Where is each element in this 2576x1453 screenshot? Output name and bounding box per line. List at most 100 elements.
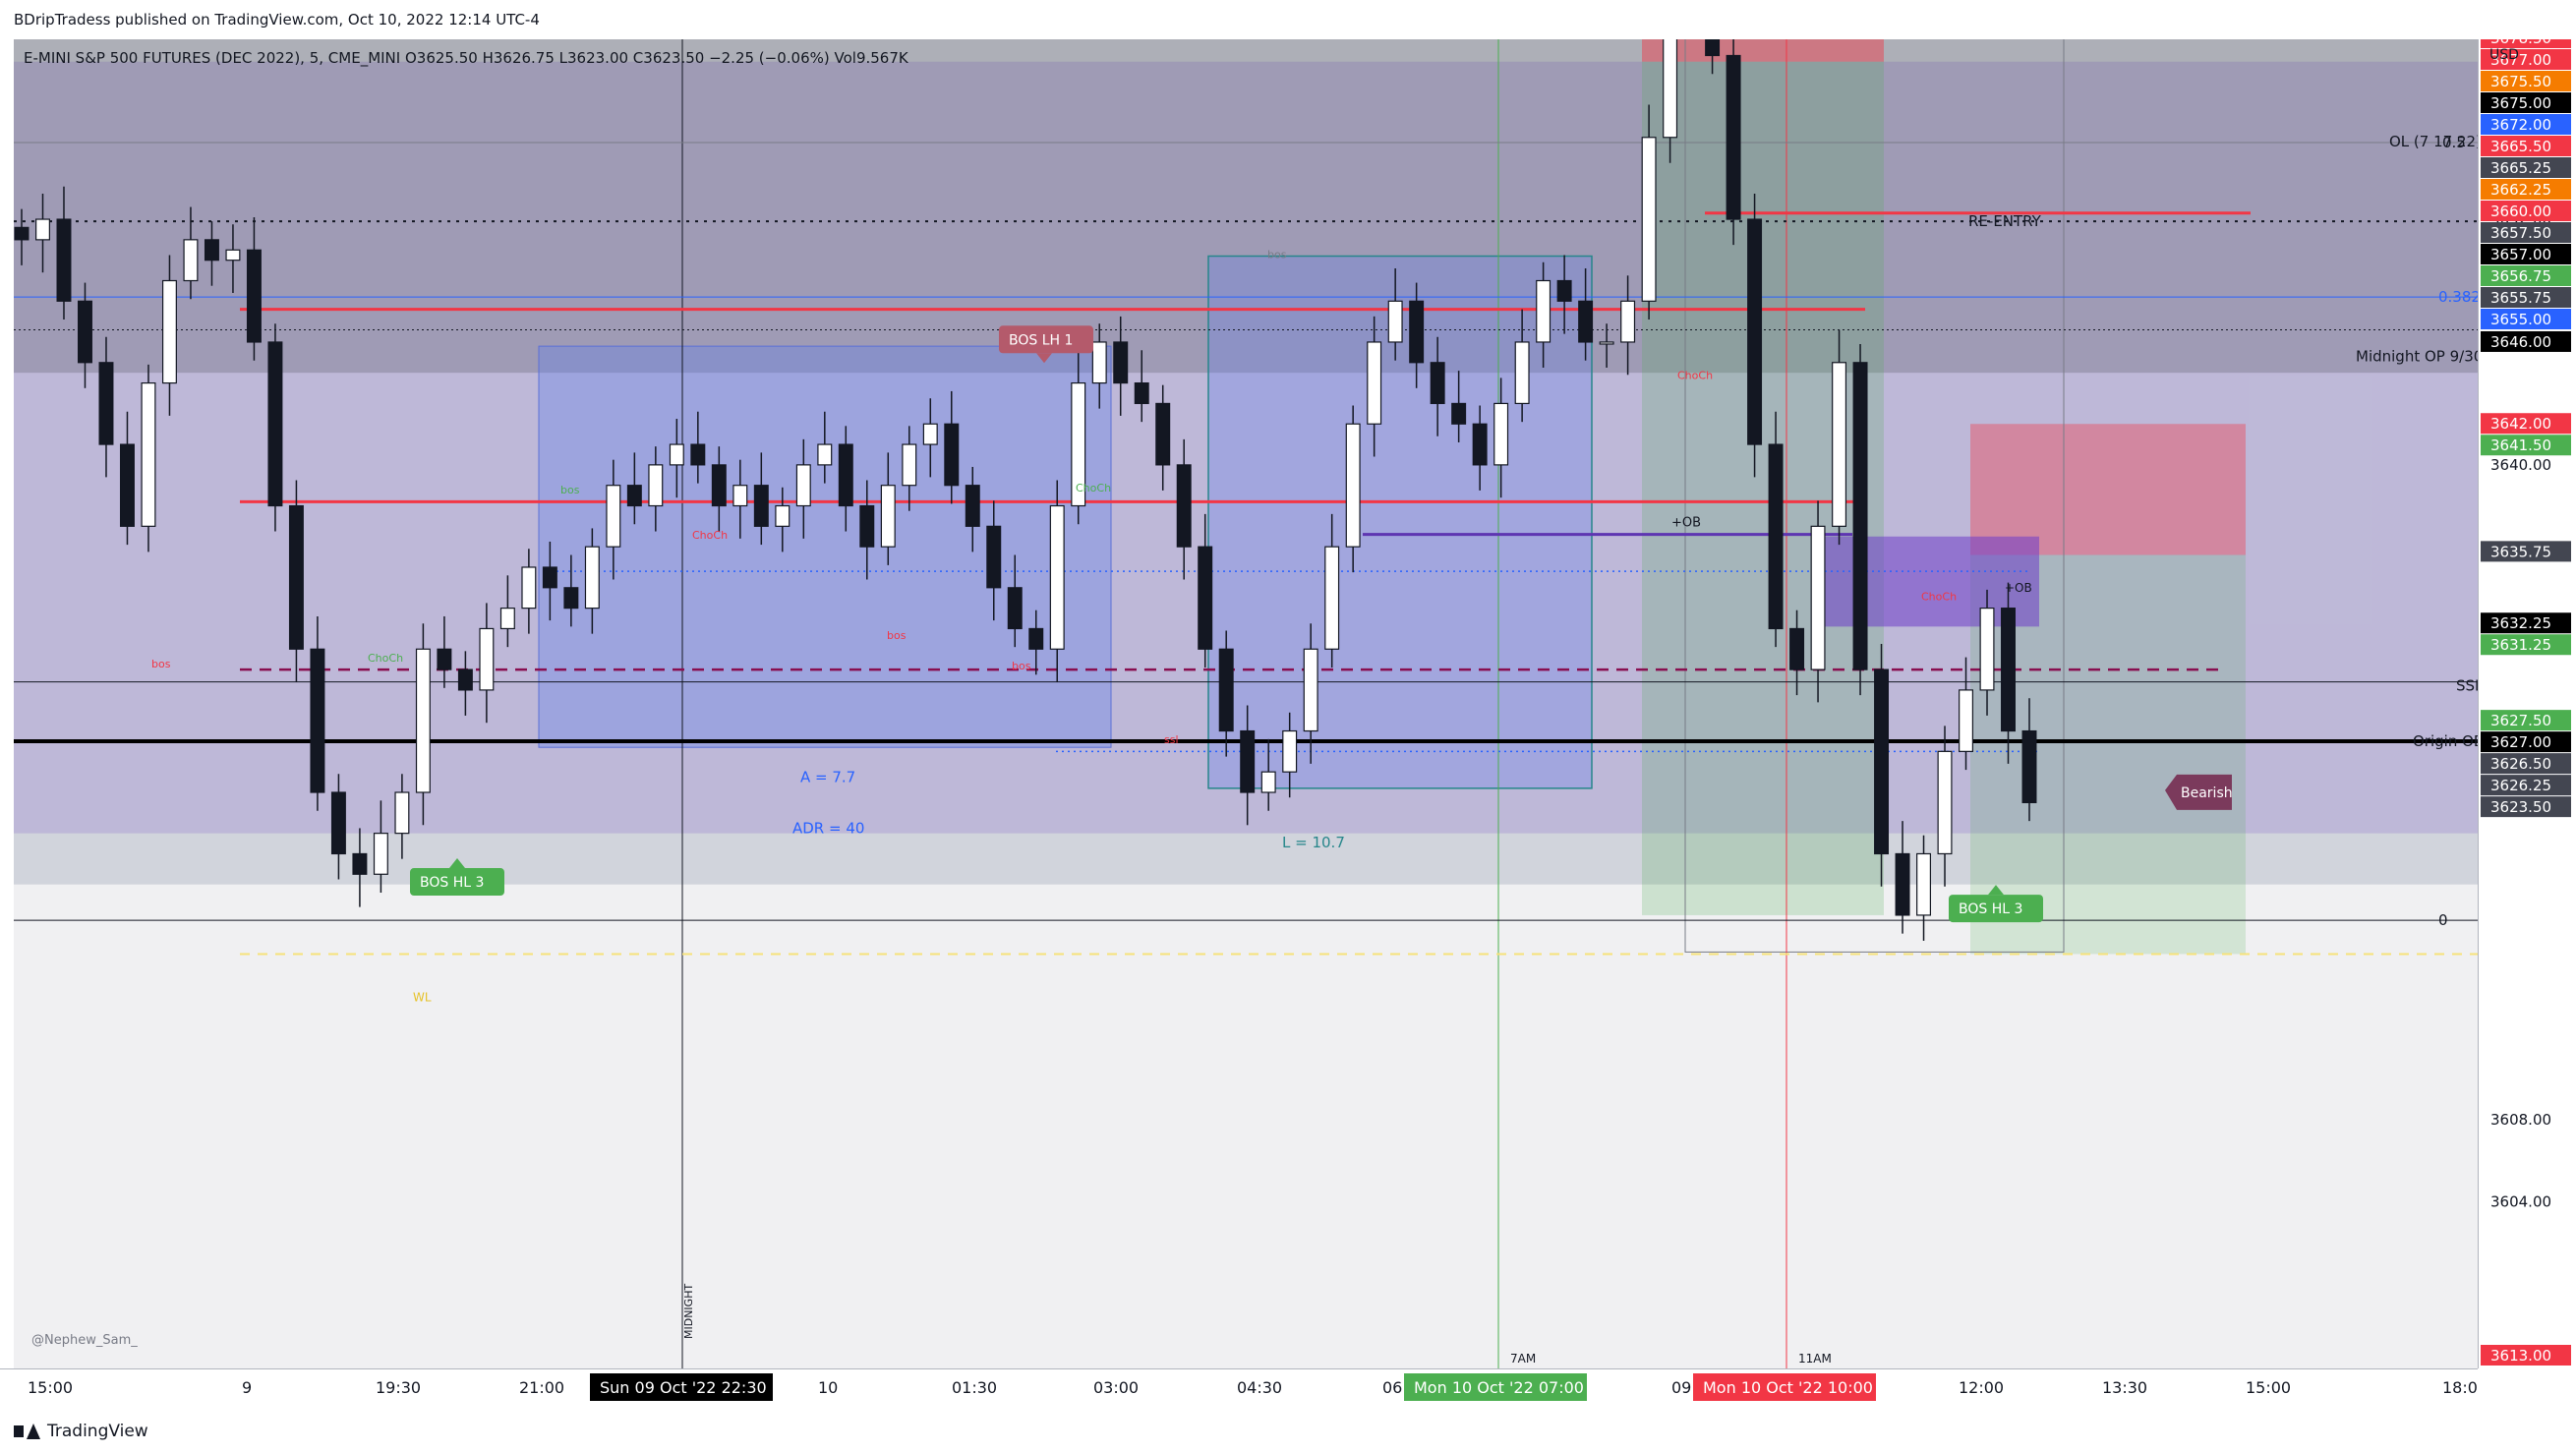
price-tag-label: 3655.00	[2490, 311, 2551, 328]
footer	[0, 1404, 2576, 1453]
price-tag	[2481, 136, 2571, 156]
publish-info: BDripTradess published on TradingView.co…	[14, 11, 540, 29]
candle-body	[986, 525, 1002, 589]
candle-body	[1409, 300, 1425, 364]
price-scale[interactable]: 3688.003652.003648.003640.003608.003604.…	[2478, 0, 2576, 1368]
candle-body	[161, 279, 177, 384]
candle-body	[1113, 341, 1129, 384]
price-tag-label: 3660.00	[2490, 203, 2551, 220]
candle-body	[1367, 341, 1382, 425]
candle-body	[732, 485, 748, 507]
tradingview-logo[interactable]: TradingView	[14, 1422, 148, 1441]
candle-body	[1895, 852, 1910, 916]
price-tag	[2481, 114, 2571, 135]
candle-body	[1599, 341, 1614, 345]
candle-body	[2021, 729, 2037, 804]
green-position-box	[1642, 61, 1884, 915]
candle-body	[669, 443, 684, 466]
candle-body	[1198, 546, 1213, 650]
price-tag	[2481, 612, 2571, 634]
candle-body	[1768, 443, 1784, 630]
price-tag	[2481, 710, 2571, 731]
candle-body	[246, 249, 262, 343]
price-tag	[2481, 413, 2571, 435]
price-tag-label: 3677.00	[2490, 51, 2551, 69]
price-tag-label: 3626.25	[2490, 777, 2551, 794]
bos-hl3-badge-left	[410, 868, 504, 897]
candle-body	[1726, 54, 1741, 220]
bearish-badge	[2165, 774, 2232, 810]
price-tag	[2481, 92, 2571, 113]
candle-body	[119, 443, 135, 527]
time-scale[interactable]: 15:00 9 19:30 21:00 10 01:30 03:00 04:30 06: 09: 1…	[0, 1368, 2576, 1405]
candle-body	[457, 668, 473, 691]
candle-body	[14, 226, 29, 241]
candle-body	[1789, 627, 1805, 670]
time-tick: 21:00	[519, 1378, 564, 1397]
price-tag	[2481, 1345, 2571, 1366]
price-tag-label: 3646.00	[2490, 333, 2551, 351]
time-highlight	[1404, 1373, 1587, 1401]
candle-body	[1451, 402, 1467, 425]
price-tag-label: 3632.25	[2490, 614, 2551, 632]
time-tick: 18:00	[2442, 1378, 2488, 1397]
candle-body	[542, 566, 557, 589]
level-label: OL (7 17 22)	[2389, 133, 2478, 150]
candle-body	[1430, 362, 1445, 405]
candle-body	[1324, 546, 1340, 650]
price-tag-label: 3626.50	[2490, 755, 2551, 773]
candle-body	[415, 648, 431, 793]
midnight-label: MIDNIGHT	[682, 1284, 695, 1339]
candle-body	[1747, 218, 1763, 445]
bos-hl3-pointer-right	[1988, 885, 2004, 896]
candle-body	[183, 239, 199, 282]
candle-body	[1218, 648, 1234, 732]
price-tag-label: 3657.00	[2490, 246, 2551, 263]
price-tag-label: 3665.50	[2490, 138, 2551, 155]
candle-body	[753, 485, 769, 527]
candle-body	[1937, 750, 1953, 855]
tradingview-logo-icon	[14, 1424, 40, 1439]
red-fvg-box	[1642, 39, 1884, 62]
price-tick: 3640.00	[2490, 456, 2551, 474]
price-tag	[2481, 49, 2571, 70]
candle-body	[267, 341, 283, 507]
bos-lh1-badge	[999, 325, 1093, 354]
bos-mini-label: bos	[887, 629, 907, 642]
candle-body	[944, 423, 960, 487]
price-tag-label: 3672.00	[2490, 116, 2551, 134]
candle-body	[2001, 608, 2016, 732]
price-tag-label: 3662.25	[2490, 181, 2551, 199]
time-tick: 01:30	[952, 1378, 997, 1397]
time-tick: 12:00	[1959, 1378, 2004, 1397]
price-tag-label: 3657.50	[2490, 224, 2551, 242]
candle-body	[352, 852, 368, 875]
candle-body	[880, 485, 896, 548]
candle-body	[394, 791, 410, 835]
fib-label: 0	[2438, 911, 2448, 929]
currency-label[interactable]: USD	[2489, 47, 2519, 63]
seven-am-label: 7AM	[1510, 1352, 1536, 1366]
choch-mini-label: ChoCh	[368, 652, 403, 665]
level-label: RE-ENTRY	[1968, 212, 2042, 230]
candle-body	[648, 464, 664, 507]
candle-body	[1091, 341, 1107, 384]
candle-body	[1874, 668, 1890, 855]
candle-body	[1916, 852, 1932, 916]
time-scale-labels: 15:00 9 19:30 21:00 10 01:30 03:00 04:30 06: 09: 1…	[28, 1373, 2488, 1401]
symbol-legend[interactable]: E-MINI S&P 500 FUTURES (DEC 2022), 5, CM…	[24, 49, 908, 67]
price-tag-label: 3641.50	[2490, 436, 2551, 454]
candle-body	[330, 791, 346, 855]
price-tag-label: 3675.50	[2490, 73, 2551, 90]
time-highlight	[590, 1373, 773, 1401]
price-tag-label: 3678.50	[2490, 39, 2551, 47]
candle-body	[1240, 729, 1256, 793]
candle-body	[1852, 362, 1868, 670]
time-tick: 03:00	[1093, 1378, 1139, 1397]
candle-body	[606, 485, 621, 548]
candle-body	[922, 423, 938, 445]
time-highlight-label: Mon 10 Oct '22 07:00	[1414, 1378, 1584, 1397]
price-tag	[2481, 796, 2571, 818]
